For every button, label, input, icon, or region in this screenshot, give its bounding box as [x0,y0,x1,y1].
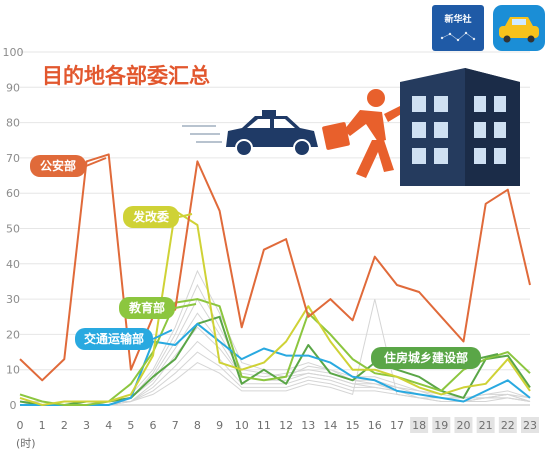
xinhua-logo: 新华社 [432,5,484,51]
x-tick-label: 6 [150,419,157,432]
x-axis-unit: (时) [16,437,36,450]
y-tick-label: 100 [3,46,24,59]
y-tick-label: 30 [6,293,20,306]
x-tick-box [498,417,517,433]
x-tick-box [521,417,539,433]
y-tick-label: 90 [6,81,20,94]
series-label-box [123,206,179,228]
x-tick-label: 14 [323,419,337,432]
x-tick-label: 4 [105,419,112,432]
y-tick-label: 10 [6,364,20,377]
y-tick-label: 60 [6,187,20,200]
x-tick-label: 1 [39,419,46,432]
x-tick-label: 16 [368,419,382,432]
x-tick-label: 22 [501,419,515,432]
y-tick-label: 80 [6,117,20,130]
x-tick-box [432,417,451,433]
x-tick-label: 12 [279,419,293,432]
y-tick-label: 70 [6,152,20,165]
taxi-app-icon [493,5,545,51]
y-axis-ticks: 0 10 20 30 40 50 60 70 80 90 100 [3,46,24,412]
x-tick-box [476,417,495,433]
x-axis-ticks: 0 1 2 3 4 5 6 7 8 9 10 11 12 13 14 15 16 17 18 19 20 21 22 23 [17,417,539,433]
taxi-car-icon [182,110,318,157]
series-label-pointer [174,303,197,309]
y-tick-label: 20 [6,328,20,341]
series-line-公安部 [19,153,531,382]
series-label-pointer [178,213,193,218]
x-tick-label: 21 [479,419,493,432]
series-lines [19,153,531,406]
x-tick-label: 13 [301,419,315,432]
running-man-icon [322,89,408,178]
y-tick-label: 50 [6,223,20,236]
series-label-住房城乡建设部: 住房城乡建设部 [384,350,468,365]
series-label-box [371,347,481,369]
series-label-pointer [85,157,107,167]
y-tick-label: 40 [6,258,20,271]
series-label-公安部: 公安部 [40,158,76,173]
series-label-pointer [480,353,499,359]
series-label-box [119,297,175,319]
x-tick-box [410,417,429,433]
x-tick-label: 17 [390,419,404,432]
x-tick-label: 10 [235,419,249,432]
logo-text: 新华社 [444,13,471,25]
x-tick-label: 5 [127,419,134,432]
x-tick-label: 18 [412,419,426,432]
office-building-icon [400,68,520,186]
x-tick-label: 3 [83,419,90,432]
x-tick-box [454,417,473,433]
x-tick-label: 7 [172,419,179,432]
series-label-pointer [152,329,173,340]
x-tick-label: 8 [194,419,201,432]
x-tick-label: 9 [216,419,223,432]
chart-title: 目的地各部委汇总 [42,64,210,88]
x-tick-label: 23 [523,419,537,432]
x-tick-label: 2 [61,419,68,432]
x-tick-label: 0 [17,419,24,432]
series-label-发改委: 发改委 [132,209,170,224]
series-label-box [75,328,153,350]
series-line-发改委 [19,209,531,406]
x-tick-label: 19 [434,419,448,432]
series-label-教育部: 教育部 [128,300,165,315]
x-tick-label: 15 [346,419,360,432]
x-tick-label: 11 [257,419,271,432]
y-tick-label: 0 [10,399,17,412]
x-tick-label: 20 [456,419,470,432]
series-label-交通运输部: 交通运输部 [84,331,144,346]
series-label-box [30,155,86,177]
